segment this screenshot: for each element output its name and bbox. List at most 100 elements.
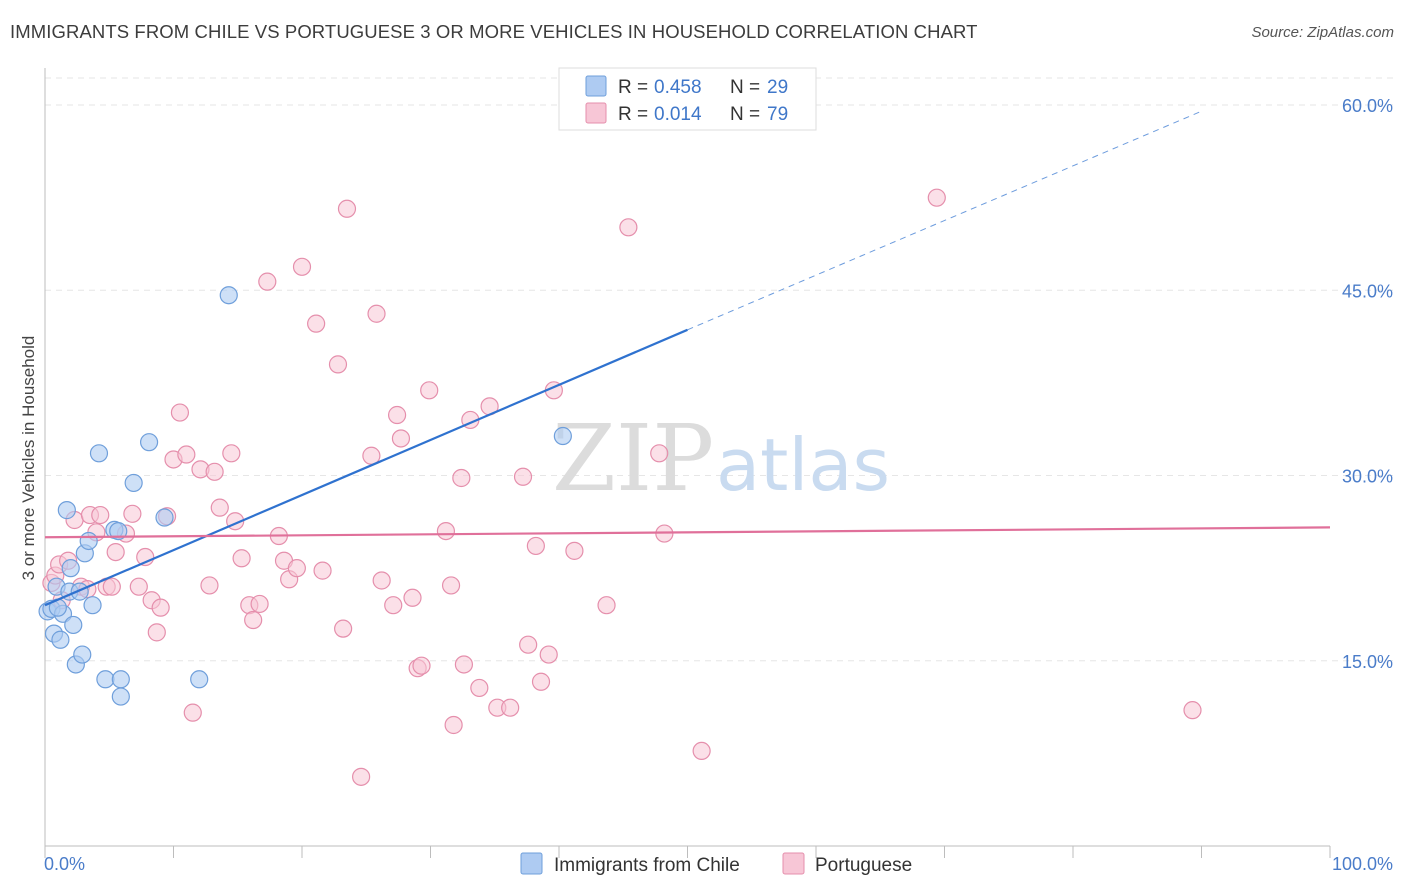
portuguese-point — [531, 672, 551, 691]
portuguese-point — [597, 596, 616, 615]
bottom-legend-swatch-portuguese — [782, 852, 805, 875]
legend: R = 0.458 N = 29 R = 0.014 N = 79 — [558, 67, 817, 131]
portuguese-point — [258, 272, 277, 291]
portuguese-point — [151, 598, 170, 617]
portuguese-point — [452, 468, 471, 488]
legend-swatch-portuguese — [585, 102, 607, 124]
portuguese-point — [106, 542, 125, 562]
portuguese-point — [412, 656, 431, 675]
watermark-atlas: atlas — [716, 423, 890, 507]
y-tick-label: 15.0% — [1342, 652, 1393, 672]
portuguese-point — [123, 504, 142, 523]
watermark: ZIP atlas — [552, 405, 890, 512]
portuguese-point — [328, 355, 348, 374]
portuguese-point — [102, 577, 121, 596]
chile-point — [219, 286, 238, 305]
portuguese-point — [232, 549, 251, 568]
y-tick-label: 30.0% — [1342, 467, 1393, 487]
x-tick-label-right: 100.0% — [1332, 854, 1393, 874]
portuguese-point — [384, 596, 403, 615]
portuguese-point — [436, 521, 456, 541]
chile-point — [70, 582, 89, 601]
legend-n-label-portuguese: N = — [730, 104, 760, 125]
series-chile-points — [38, 286, 572, 706]
chile-point — [64, 615, 83, 635]
portuguese-point — [650, 444, 669, 463]
portuguese-point — [372, 571, 391, 590]
chile-point — [190, 670, 209, 689]
portuguese-point — [565, 541, 584, 560]
portuguese-point — [387, 405, 407, 425]
portuguese-point — [91, 505, 110, 525]
trend-line-chile-extension — [687, 110, 1202, 331]
portuguese-point — [927, 188, 946, 207]
legend-r-value-portuguese: 0.014 — [654, 104, 702, 125]
portuguese-point — [539, 645, 558, 664]
portuguese-point — [334, 619, 353, 638]
portuguese-point — [313, 561, 332, 580]
y-tick-label: 45.0% — [1342, 281, 1393, 301]
chile-point — [96, 670, 115, 689]
trend-line-chile — [44, 328, 688, 607]
portuguese-point — [352, 767, 371, 786]
bottom-legend-swatch-chile — [520, 852, 543, 875]
portuguese-point — [519, 635, 538, 654]
portuguese-point — [287, 559, 306, 578]
chile-point — [155, 508, 174, 527]
y-tick-labels: 15.0% 30.0% 45.0% 60.0% — [1342, 96, 1393, 672]
chile-point — [89, 444, 109, 463]
chile-point — [111, 670, 130, 689]
portuguese-point — [501, 698, 520, 717]
chile-point — [109, 521, 128, 541]
bottom-legend-label-chile: Immigrants from Chile — [554, 855, 740, 876]
chile-point — [83, 596, 102, 615]
bottom-legend: Immigrants from Chile Portuguese — [520, 852, 912, 876]
x-tick-label-left: 0.0% — [44, 854, 85, 874]
portuguese-point — [1183, 701, 1202, 720]
portuguese-point — [513, 467, 533, 486]
chile-point — [111, 687, 130, 706]
legend-n-label-chile: N = — [730, 77, 760, 98]
trend-lines — [44, 110, 1331, 607]
portuguese-point — [403, 588, 422, 607]
bottom-legend-label-portuguese: Portuguese — [815, 855, 912, 876]
portuguese-point — [200, 576, 219, 595]
legend-n-value-portuguese: 79 — [767, 104, 788, 125]
portuguese-point — [205, 462, 224, 481]
portuguese-point — [177, 445, 196, 464]
portuguese-point — [183, 703, 202, 722]
legend-r-value-chile: 0.458 — [654, 77, 702, 98]
portuguese-point — [692, 741, 711, 761]
portuguese-point — [441, 576, 461, 595]
portuguese-point — [470, 678, 489, 698]
legend-n-value-chile: 29 — [767, 77, 788, 98]
chile-point — [79, 531, 98, 551]
grid-lines — [45, 77, 1393, 662]
portuguese-point — [292, 257, 312, 276]
trend-line-portuguese — [44, 526, 1331, 539]
chile-point — [124, 473, 143, 493]
legend-r-label-portuguese: R = — [618, 104, 648, 125]
portuguese-point — [210, 498, 229, 517]
legend-r-label-chile: R = — [618, 77, 648, 98]
portuguese-point — [250, 594, 269, 614]
portuguese-point — [367, 304, 386, 323]
legend-swatch-chile — [585, 75, 607, 97]
portuguese-point — [420, 381, 439, 400]
watermark-zip: ZIP — [552, 405, 714, 512]
chart-title: IMMIGRANTS FROM CHILE VS PORTUGUESE 3 OR… — [10, 21, 978, 42]
chile-point — [51, 630, 70, 649]
chile-point — [139, 433, 159, 452]
portuguese-point — [170, 403, 190, 422]
portuguese-point — [222, 444, 241, 463]
portuguese-point — [619, 218, 638, 237]
portuguese-point — [391, 429, 411, 448]
chile-point — [57, 501, 76, 520]
y-axis-label: 3 or more Vehicles in Household — [19, 336, 38, 581]
source-credit: Source: ZipAtlas.com — [1251, 24, 1394, 41]
chile-point — [61, 559, 80, 578]
y-tick-label: 60.0% — [1342, 96, 1393, 116]
portuguese-point — [129, 577, 148, 596]
portuguese-point — [337, 199, 357, 218]
